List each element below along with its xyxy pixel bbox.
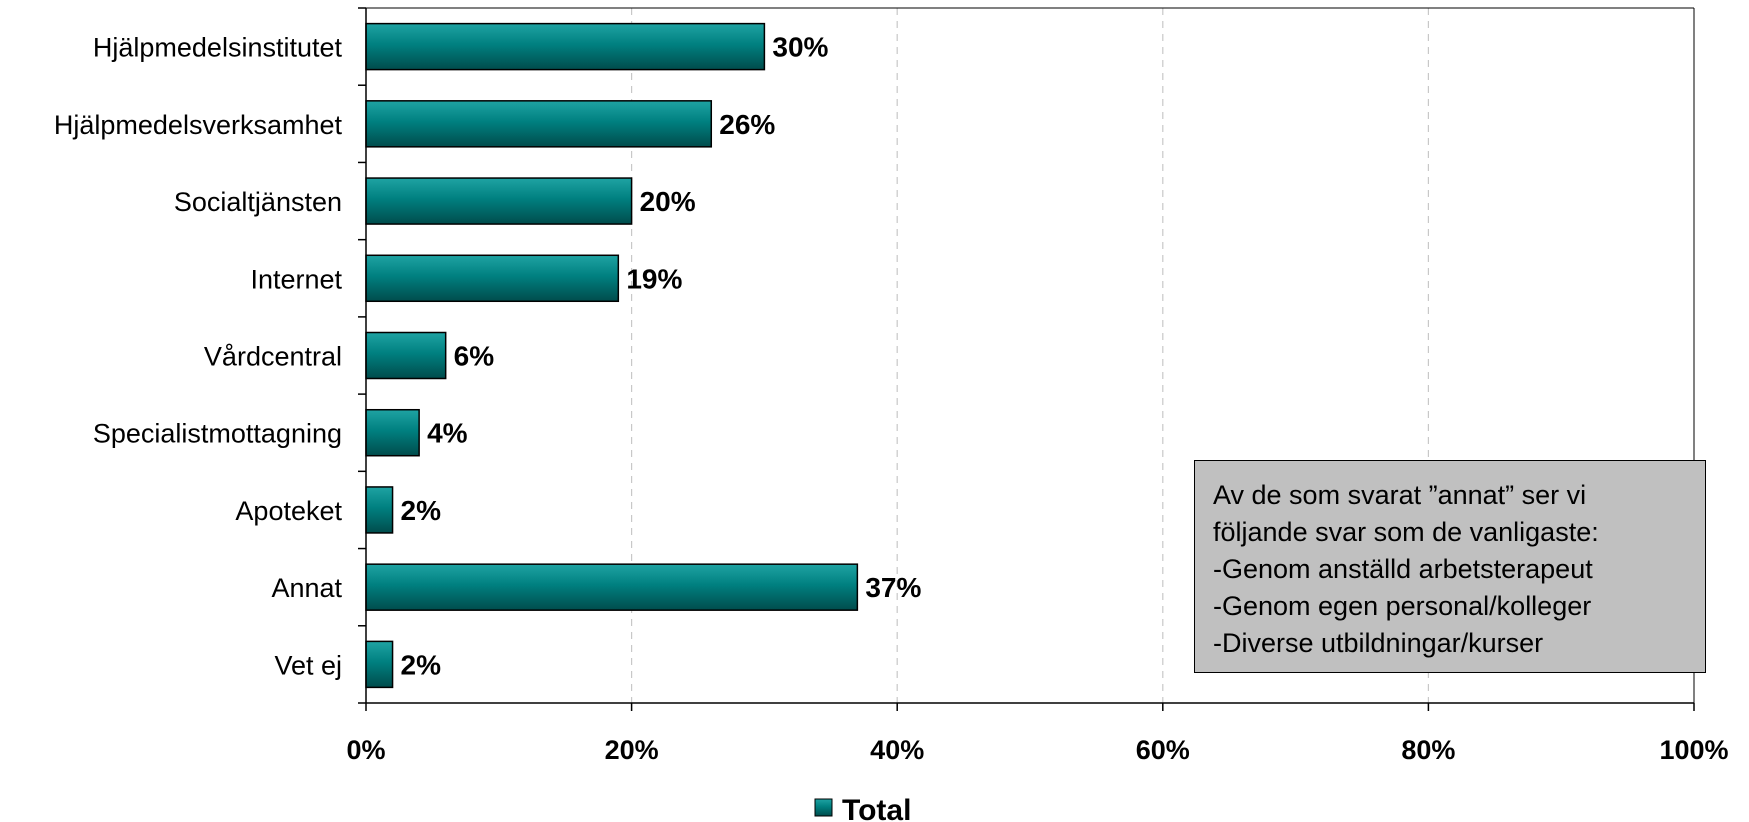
bar bbox=[365, 100, 713, 148]
value-label: 4% bbox=[427, 418, 468, 449]
value-label: 20% bbox=[640, 186, 696, 217]
category-label: Apoteket bbox=[235, 496, 342, 526]
bar bbox=[365, 486, 394, 534]
value-label: 19% bbox=[626, 263, 682, 294]
category-label: Vårdcentral bbox=[204, 342, 342, 372]
value-label: 26% bbox=[719, 109, 775, 140]
bar bbox=[365, 408, 420, 457]
axes bbox=[358, 7, 1695, 711]
value-label: 2% bbox=[401, 495, 442, 526]
legend: Total bbox=[814, 794, 911, 822]
bar bbox=[365, 640, 394, 689]
x-tick-label: 80% bbox=[1401, 735, 1455, 765]
x-tick-label: 40% bbox=[870, 735, 924, 765]
annotation-line: -Genom anställd arbetsterapeut bbox=[1213, 554, 1593, 584]
x-tick-label: 60% bbox=[1136, 735, 1190, 765]
annotation-line: Av de som svarat ”annat” ser vi bbox=[1213, 480, 1587, 510]
annotation-line: -Diverse utbildningar/kurser bbox=[1213, 628, 1544, 658]
annotation-line: följande svar som de vanligaste: bbox=[1213, 517, 1599, 547]
legend-label-total: Total bbox=[842, 794, 911, 822]
category-label: Socialtjänsten bbox=[174, 187, 342, 217]
labels: 0% 20% 40% 60% 80% 100% Hjälpmedelsinstitutet 3… bbox=[54, 32, 1729, 765]
category-label: Vet ej bbox=[274, 650, 342, 680]
category-label: Internet bbox=[250, 264, 342, 294]
x-tick-label: 20% bbox=[605, 735, 659, 765]
bar bbox=[365, 563, 859, 611]
x-tick-label: 100% bbox=[1659, 735, 1728, 765]
bar bbox=[365, 331, 447, 380]
category-label: Hjälpmedelsverksamhet bbox=[54, 110, 343, 140]
bar bbox=[365, 254, 620, 303]
value-label: 6% bbox=[454, 341, 495, 372]
bars bbox=[365, 22, 859, 689]
annotation-box: Av de som svarat ”annat” ser vi följande… bbox=[1194, 460, 1706, 673]
category-label: Hjälpmedelsinstitutet bbox=[93, 33, 343, 63]
category-label: Annat bbox=[271, 573, 342, 603]
x-tick-label: 0% bbox=[346, 735, 385, 765]
value-label: 37% bbox=[865, 572, 921, 603]
annotation-line: -Genom egen personal/kolleger bbox=[1213, 591, 1592, 621]
bar bbox=[365, 22, 766, 71]
bar bbox=[365, 177, 633, 225]
category-label: Specialistmottagning bbox=[93, 419, 342, 449]
legend-swatch bbox=[814, 798, 833, 817]
value-label: 2% bbox=[401, 649, 442, 680]
value-label: 30% bbox=[772, 32, 828, 63]
